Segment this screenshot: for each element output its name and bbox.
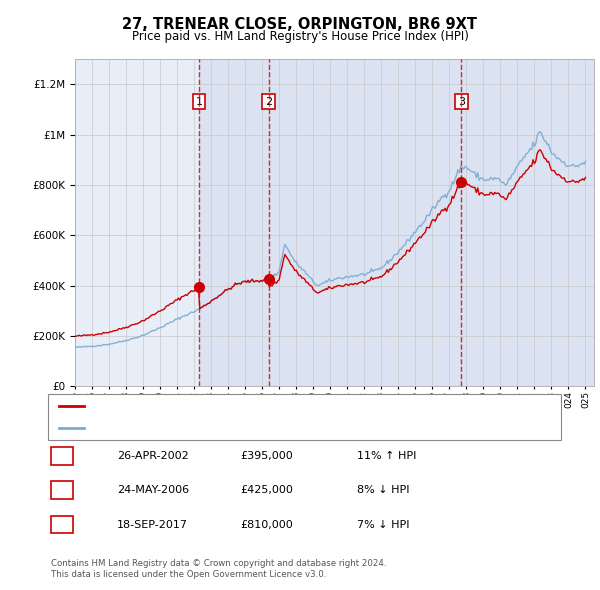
Text: £810,000: £810,000 [240,520,293,529]
Text: 2: 2 [265,97,272,107]
Bar [199,59,269,386]
Text: HPI: Average price, detached house, Bromley: HPI: Average price, detached house, Brom… [89,423,310,433]
Bar [461,59,594,386]
Text: Contains HM Land Registry data © Crown copyright and database right 2024.: Contains HM Land Registry data © Crown c… [51,559,386,568]
Text: 8% ↓ HPI: 8% ↓ HPI [357,486,409,495]
Text: 18-SEP-2017: 18-SEP-2017 [117,520,188,529]
Text: 7% ↓ HPI: 7% ↓ HPI [357,520,409,529]
Text: 24-MAY-2006: 24-MAY-2006 [117,486,189,495]
Text: 3: 3 [58,520,65,529]
Text: 11% ↑ HPI: 11% ↑ HPI [357,451,416,461]
Text: £425,000: £425,000 [240,486,293,495]
Text: This data is licensed under the Open Government Licence v3.0.: This data is licensed under the Open Gov… [51,570,326,579]
Text: 1: 1 [58,451,65,461]
Bar [461,59,594,386]
Text: 27, TRENEAR CLOSE, ORPINGTON, BR6 9XT (detached house): 27, TRENEAR CLOSE, ORPINGTON, BR6 9XT (d… [89,401,390,411]
Text: 27, TRENEAR CLOSE, ORPINGTON, BR6 9XT: 27, TRENEAR CLOSE, ORPINGTON, BR6 9XT [122,17,478,32]
Text: 26-APR-2002: 26-APR-2002 [117,451,189,461]
Text: Price paid vs. HM Land Registry's House Price Index (HPI): Price paid vs. HM Land Registry's House … [131,30,469,43]
Bar [269,59,461,386]
Text: £395,000: £395,000 [240,451,293,461]
Text: 3: 3 [458,97,465,107]
Text: 2: 2 [58,486,65,495]
Text: 1: 1 [196,97,203,107]
